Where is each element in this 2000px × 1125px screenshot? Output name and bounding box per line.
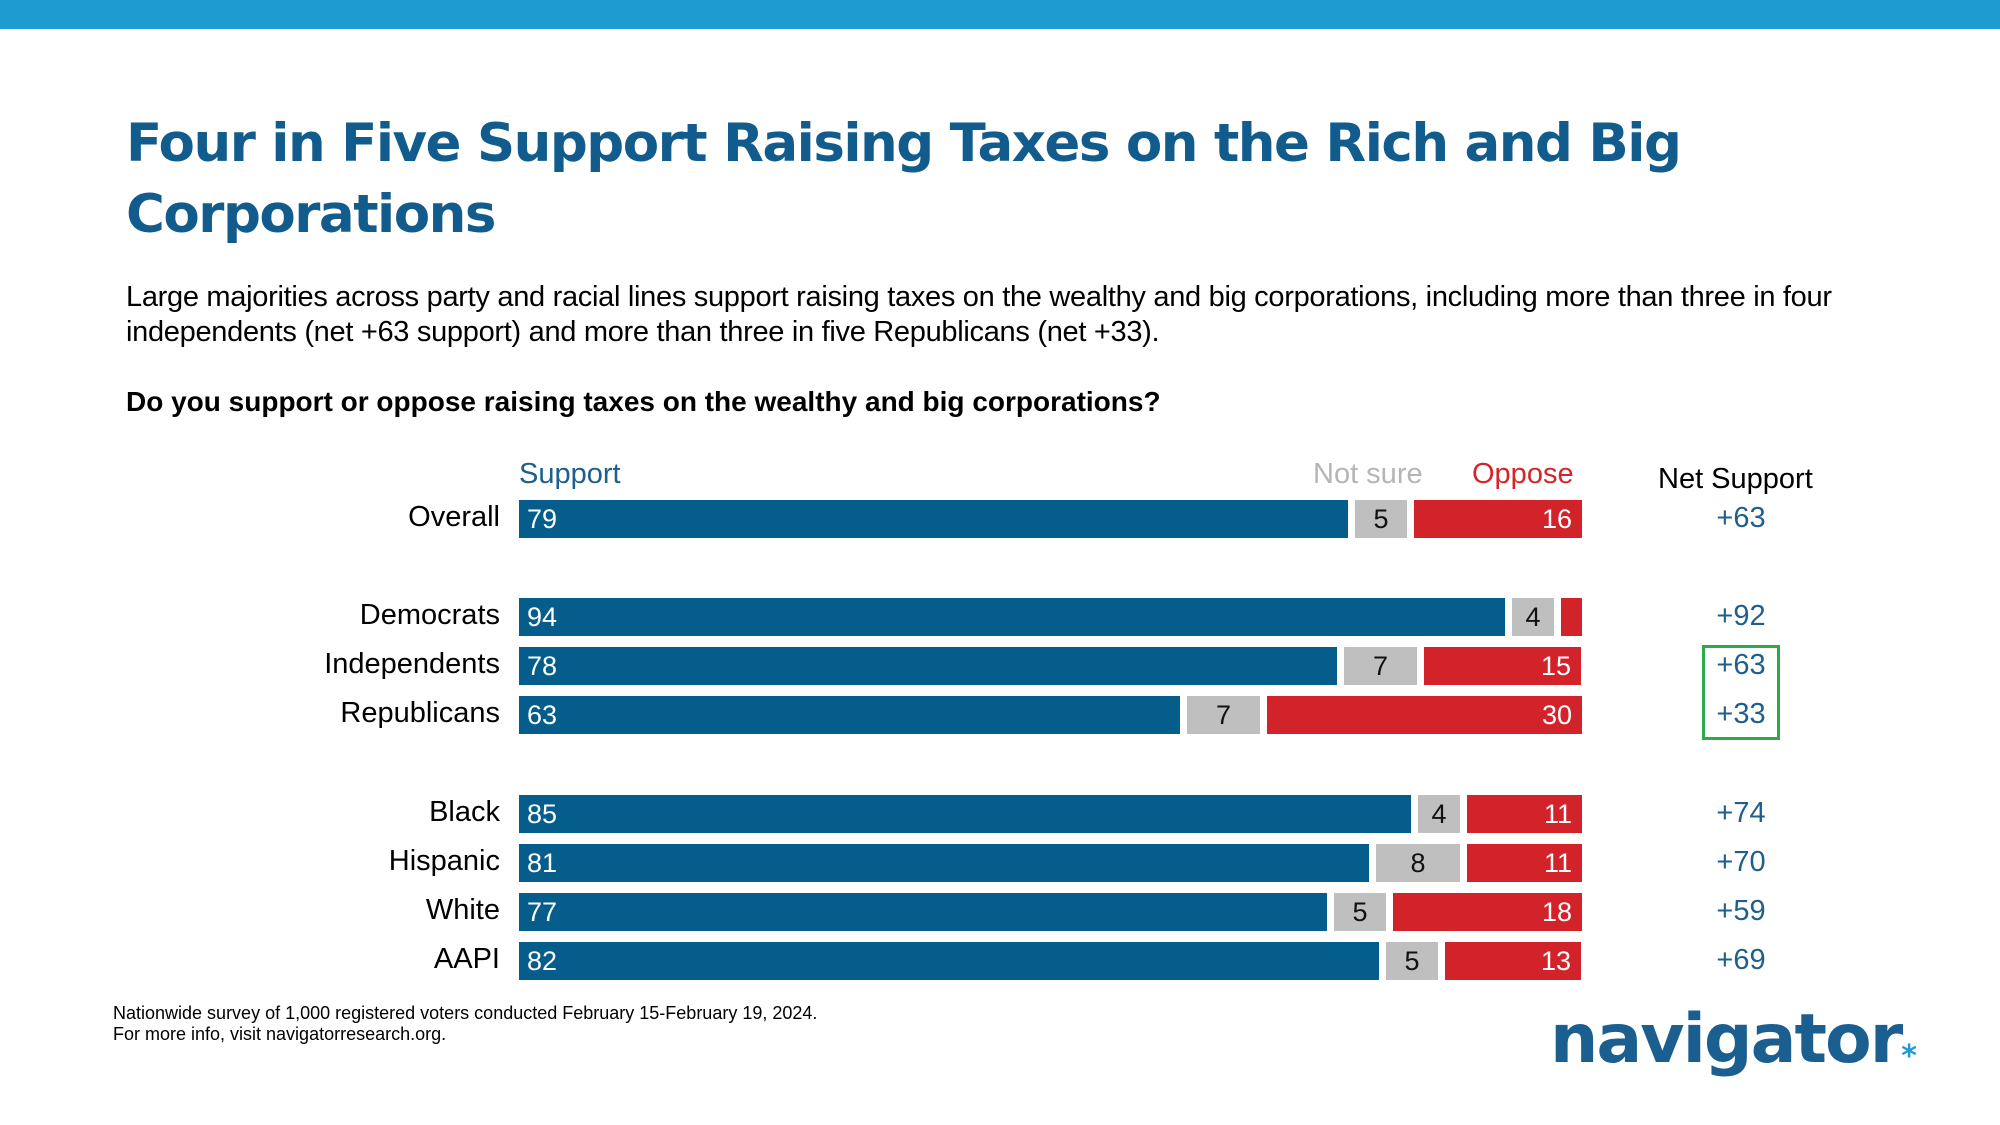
bar-not-sure: 8 bbox=[1376, 844, 1460, 882]
net-support-value: +74 bbox=[1716, 797, 1766, 829]
bar-oppose: 30 bbox=[1267, 696, 1582, 734]
row-label: White bbox=[425, 894, 500, 926]
net-support-value: +63 bbox=[1716, 502, 1766, 534]
net-support-value: +59 bbox=[1716, 895, 1766, 927]
navigator-logo: navigator* bbox=[1550, 1000, 1917, 1079]
bar-not-sure: 4 bbox=[1512, 598, 1554, 636]
bar-support: 94 bbox=[519, 598, 1505, 636]
bar-oppose: 11 bbox=[1467, 795, 1582, 833]
bar-support: 77 bbox=[519, 893, 1327, 931]
net-support-value: +33 bbox=[1716, 698, 1766, 730]
net-support-value: +63 bbox=[1716, 649, 1766, 681]
logo-text: navigator bbox=[1550, 1000, 1903, 1079]
bar-support: 81 bbox=[519, 844, 1369, 882]
row-label: Overall bbox=[408, 501, 500, 533]
page-subtitle: Large majorities across party and racial… bbox=[126, 281, 1832, 348]
row-label: Hispanic bbox=[388, 845, 500, 877]
bar-not-sure: 5 bbox=[1355, 500, 1407, 538]
legend-support: Support bbox=[519, 458, 621, 490]
bar-oppose: 15 bbox=[1424, 647, 1581, 685]
bar-oppose: 18 bbox=[1393, 893, 1582, 931]
survey-question: Do you support or oppose raising taxes o… bbox=[126, 386, 1161, 417]
bar-oppose bbox=[1561, 598, 1582, 636]
net-support-value: +92 bbox=[1716, 600, 1766, 632]
bar-not-sure: 7 bbox=[1344, 647, 1417, 685]
row-label: Black bbox=[429, 796, 500, 828]
bar-support: 63 bbox=[519, 696, 1180, 734]
net-support-value: +69 bbox=[1716, 944, 1766, 976]
top-accent-bar bbox=[0, 0, 2000, 29]
footer-note: Nationwide survey of 1,000 registered vo… bbox=[113, 1003, 817, 1045]
row-label: Democrats bbox=[359, 599, 500, 631]
bar-not-sure: 5 bbox=[1386, 942, 1438, 980]
bar-support: 79 bbox=[519, 500, 1348, 538]
bar-not-sure: 7 bbox=[1187, 696, 1260, 734]
highlight-box bbox=[1702, 645, 1780, 740]
bar-oppose: 11 bbox=[1467, 844, 1582, 882]
bar-support: 78 bbox=[519, 647, 1337, 685]
bar-not-sure: 5 bbox=[1334, 893, 1386, 931]
page-title: Four in Five Support Raising Taxes on th… bbox=[126, 113, 1682, 245]
row-label: AAPI bbox=[433, 943, 500, 975]
bar-oppose: 13 bbox=[1445, 942, 1581, 980]
net-support-value: +70 bbox=[1716, 846, 1766, 878]
net-support-header: Net Support bbox=[1658, 463, 1813, 495]
row-label: Independents bbox=[324, 648, 500, 680]
bar-support: 82 bbox=[519, 942, 1379, 980]
bar-oppose: 16 bbox=[1414, 500, 1582, 538]
footer-info-link: For more info, visit navigatorresearch.o… bbox=[113, 1024, 447, 1044]
footer-survey-note: Nationwide survey of 1,000 registered vo… bbox=[113, 1003, 818, 1023]
legend-not-sure: Not sure bbox=[1313, 458, 1423, 490]
bar-support: 85 bbox=[519, 795, 1411, 833]
bar-not-sure: 4 bbox=[1418, 795, 1460, 833]
row-label: Republicans bbox=[340, 697, 500, 729]
asterisk-icon: * bbox=[1901, 1039, 1917, 1074]
legend-oppose: Oppose bbox=[1472, 458, 1574, 490]
